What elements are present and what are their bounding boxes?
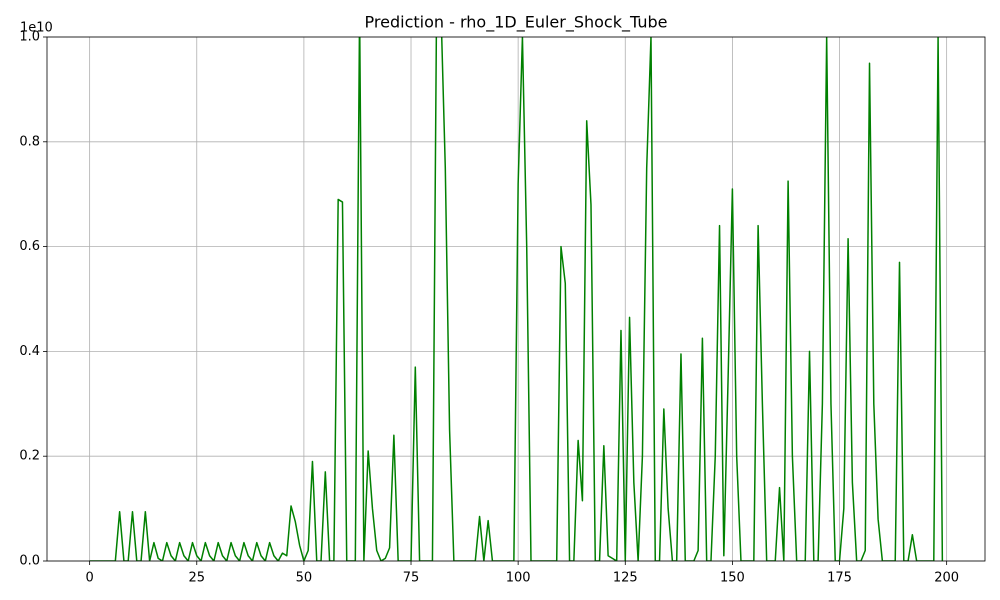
x-tick-label: 25 [188, 571, 205, 586]
plot-area [89, 37, 944, 561]
y-tick-label: 0.0 [19, 554, 40, 569]
x-tick-label: 75 [403, 571, 420, 586]
x-tick-label: 100 [506, 571, 531, 586]
y-offset-label: 1e10 [20, 21, 53, 36]
x-tick-label: 50 [296, 571, 313, 586]
y-tick-label: 0.4 [19, 344, 40, 359]
y-tick-label: 1.0 [19, 30, 40, 45]
y-tick-label: 0.8 [19, 134, 40, 149]
x-tick-label: 200 [934, 571, 959, 586]
chart-title: Prediction - rho_1D_Euler_Shock_Tube [365, 13, 668, 33]
data-line [89, 37, 944, 561]
y-tick-label: 0.6 [19, 239, 40, 254]
axes-frame [46, 36, 986, 562]
x-tick-label: 0 [85, 571, 93, 586]
ticks: 0 25 50 75 100 125 150 175 200 0.0 0.2 0.4 0.6 0.8 1.0 [19, 30, 959, 586]
y-tick-label: 0.2 [19, 449, 40, 464]
x-tick-label: 125 [613, 571, 638, 586]
x-tick-label: 150 [720, 571, 745, 586]
x-tick-label: 175 [827, 571, 852, 586]
